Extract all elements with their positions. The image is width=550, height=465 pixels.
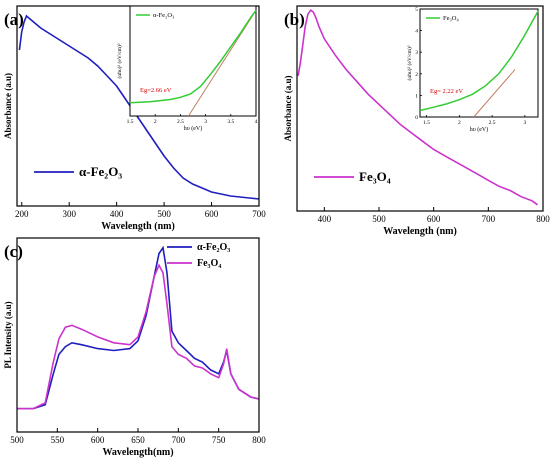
inset-0: 1.5 2 2.5 3 3.5 4 hυ (eV) (αhυ)² (eV/cm)² α-Fe₂O… [116,5,258,132]
series-line-0 [297,8,538,206]
panel-2: 500 550 600 650 700 750 800 Wavelength(nm) PL In… [3,237,266,458]
inset-x-tick-label: 3 [204,119,207,125]
inset-frame [419,8,539,118]
inset-legend-label: Fe₃O₄ [443,15,459,22]
inset-x-axis-label: hυ (eV) [470,126,488,133]
inset-y-tick-label: 0 [415,115,418,121]
inset-x-tick-label: 2.5 [489,120,496,126]
series-line-0 [17,245,260,410]
x-tick-label: 300 [62,209,76,219]
x-tick-label: 800 [252,435,266,445]
inset-y-tick-label: 2 [415,72,418,78]
legend-label: Fe₃O₄ [359,169,391,184]
x-tick-label: 500 [10,435,24,445]
panel-0: 200 300 400 500 600 700 Wavelength (nm) Absorba… [3,5,266,232]
x-tick-label: 500 [157,209,171,219]
x-tick-label: 400 [110,209,124,219]
x-tick-label: 400 [318,214,332,224]
inset-y-tick-label: 1 [415,93,418,99]
inset-y-tick-label: 3 [415,50,418,56]
x-axis-label: Wavelength(nm) [102,447,173,458]
inset-y-axis-label: (αhυ)² (eV/cm)² [406,45,413,80]
bandgap-annotation: Eg= 2.22 eV [430,88,463,95]
inset-y-tick-label: 5 [415,7,418,13]
inset-y-tick-label: 4 [415,29,418,35]
legend-label: α-Fe₂O₃ [79,164,122,179]
inset-series-line [129,9,257,104]
tauc-fit-line [188,10,257,117]
x-axis-label: Wavelength (nm) [383,226,457,237]
legend-label-1: Fe₃O₄ [197,258,221,269]
inset-1: 1.5 2 2.5 3 0 1 2 3 4 5 hυ (eV) (αhυ)² (eV/cm)² Fe₃O… [406,7,539,133]
x-tick-label: 650 [131,435,145,445]
inset-series-line [419,10,539,112]
x-tick-label: 600 [205,209,219,219]
inset-x-tick-label: 3.5 [227,119,234,125]
series-line-1 [17,263,260,410]
x-tick-label: 700 [482,214,496,224]
inset-x-tick-label: 2 [154,119,157,125]
panel-label: (b) [284,10,305,29]
y-axis-label: PL Intensity (a.u) [3,301,13,368]
inset-y-axis-label: (αhυ)² (eV/cm)² [116,43,123,78]
inset-x-tick-label: 3 [524,120,527,126]
x-tick-label: 800 [536,214,550,224]
x-tick-label: 750 [212,435,226,445]
x-tick-label: 700 [252,209,266,219]
plot-frame [296,5,544,212]
x-tick-label: 700 [172,435,186,445]
series-line-0 [18,14,260,200]
x-tick-label: 600 [91,435,105,445]
inset-x-tick-label: 2 [458,120,461,126]
inset-x-tick-label: 4 [255,119,258,125]
panel-1: 400 500 600 700 800 Wavelength (nm) Absorbance… [283,5,550,237]
panel-label: (a) [4,10,24,29]
y-axis-label: Absorbance (a.u) [283,75,293,141]
x-axis-label: Wavelength (nm) [101,221,175,232]
x-tick-label: 500 [372,214,386,224]
legend-label-0: α-Fe₂O₃ [197,242,230,253]
x-tick-label: 550 [51,435,65,445]
inset-frame [129,5,257,117]
bandgap-annotation: Eg=2.66 eV [140,87,172,94]
y-axis-label: Absorbance (a.u) [3,73,13,139]
panel-label: (c) [4,242,23,261]
inset-x-axis-label: hυ (eV) [184,125,202,132]
tauc-fit-line [473,69,516,118]
x-tick-label: 600 [427,214,441,224]
inset-x-tick-label: 1.5 [127,119,134,125]
inset-legend-label: α-Fe₂O₃ [153,12,174,19]
x-tick-label: 200 [15,209,29,219]
inset-x-tick-label: 1.5 [423,120,430,126]
inset-x-tick-label: 2.5 [177,119,184,125]
